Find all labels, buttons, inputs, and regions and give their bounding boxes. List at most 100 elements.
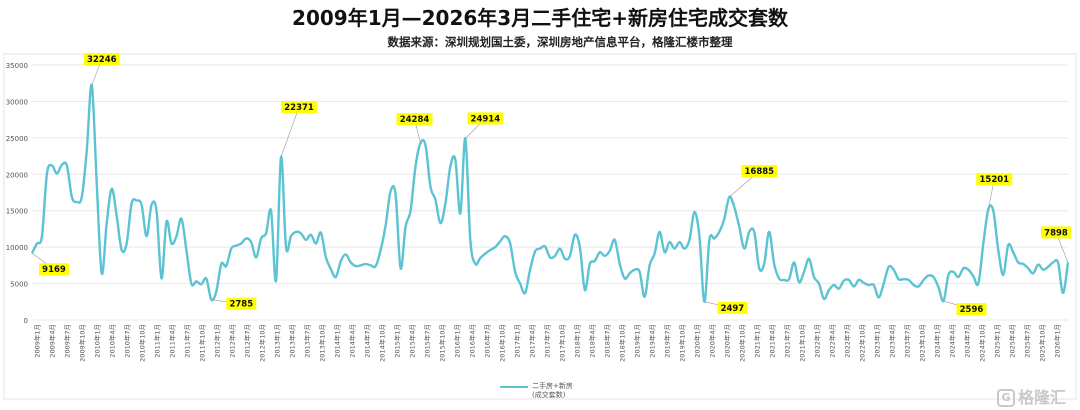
y-tick-label: 0 (24, 317, 28, 325)
annotation-label: 16885 (745, 167, 775, 177)
x-tick-label: 2020年1月 (693, 324, 702, 358)
watermark-text: 格隆汇 (1017, 388, 1066, 407)
watermark-logo: G 格隆汇 (996, 388, 1066, 407)
legend-sublabel: (成交套数) (532, 391, 566, 399)
x-tick-label: 2015年7月 (423, 324, 432, 358)
x-tick-label: 2021年4月 (768, 324, 777, 358)
annotation-box (1041, 226, 1071, 239)
annotation-label: 22371 (284, 103, 314, 113)
x-tick-label: 2014年7月 (363, 324, 372, 358)
x-tick-label: 2017年4月 (528, 324, 537, 358)
x-tick-label: 2013年10月 (318, 324, 327, 362)
annotation-box (281, 101, 318, 114)
x-tick-label: 2010年10月 (138, 324, 147, 362)
x-tick-label: 2011年4月 (168, 324, 177, 358)
x-tick-label: 2023年1月 (873, 324, 882, 358)
annotation-box (396, 113, 433, 126)
x-tick-label: 2024年10月 (978, 324, 987, 362)
x-tick-label: 2018年10月 (618, 324, 627, 362)
x-tick-label: 2012年7月 (243, 324, 252, 358)
x-tick-label: 2016年1月 (453, 324, 462, 358)
x-tick-label: 2020年7月 (723, 324, 732, 358)
x-tick-label: 2024年1月 (933, 324, 942, 358)
annotation-leader (280, 106, 300, 158)
chart-subtitle: 数据来源：深圳规划国土委，深圳房地产信息平台，格隆汇楼市整理 (387, 35, 733, 49)
x-tick-label: 2013年1月 (273, 324, 282, 358)
annotation-box (226, 297, 257, 310)
annotation-label: 32246 (87, 55, 117, 65)
x-tick-label: 2016年7月 (483, 324, 492, 358)
x-tick-label: 2017年10月 (558, 324, 567, 362)
annotation-label: 2596 (960, 305, 984, 315)
x-tick-label: 2010年7月 (123, 324, 132, 358)
annotation-label: 9169 (42, 265, 66, 275)
x-tick-label: 2017年7月 (543, 324, 552, 358)
x-tick-label: 2012年4月 (228, 324, 237, 358)
chart-title: 2009年1月—2026年3月二手住宅+新房住宅成交套数 (292, 6, 788, 30)
x-tick-label: 2025年4月 (1008, 324, 1017, 358)
annotation-box (976, 173, 1013, 186)
annotation-box (741, 164, 778, 177)
x-tick-label: 2009年7月 (63, 324, 72, 358)
x-tick-label: 2014年10月 (378, 324, 387, 362)
x-tick-label: 2011年7月 (183, 324, 192, 358)
annotation-label: 2785 (229, 300, 253, 310)
x-tick-label: 2020年10月 (738, 324, 747, 362)
x-tick-label: 2009年10月 (78, 324, 87, 362)
x-tick-label: 2023年10月 (918, 324, 927, 362)
y-tick-label: 35000 (6, 62, 28, 70)
annotation-box (956, 303, 987, 316)
x-tick-label: 2025年7月 (1023, 324, 1032, 358)
legend: 二手房+新房 (成交套数) (500, 382, 573, 400)
x-tick-label: 2013年4月 (288, 324, 297, 358)
x-tick-label: 2009年1月 (33, 324, 42, 358)
annotation-box (83, 53, 120, 66)
x-tick-label: 2024年7月 (963, 324, 972, 358)
series-line (30, 83, 1070, 304)
x-tick-label: 2022年7月 (843, 324, 852, 358)
legend-label: 二手房+新房 (532, 382, 573, 390)
annotation-label: 7898 (1044, 228, 1068, 238)
x-tick-label: 2014年1月 (333, 324, 342, 358)
annotation-box (467, 112, 504, 125)
plot-frame (3, 53, 1077, 400)
annotation-box (39, 263, 69, 276)
legend-swatch (500, 386, 528, 388)
annotation-label: 15201 (980, 175, 1010, 185)
y-tick-label: 30000 (6, 98, 28, 106)
y-tick-label: 15000 (6, 208, 28, 216)
y-tick-label: 25000 (6, 135, 28, 143)
annotation-box (717, 301, 748, 314)
x-tick-label: 2015年10月 (438, 324, 447, 362)
x-tick-label: 2020年4月 (708, 324, 717, 358)
x-tick-label: 2022年1月 (813, 324, 822, 358)
y-tick-label: 10000 (6, 244, 28, 252)
x-tick-label: 2016年4月 (468, 324, 477, 358)
annotation-label: 24914 (471, 114, 501, 124)
x-tick-label: 2019年4月 (648, 324, 657, 358)
x-tick-label: 2019年10月 (678, 324, 687, 362)
annotation-label: 2497 (721, 304, 745, 314)
x-tick-label: 2018年1月 (573, 324, 582, 358)
x-tick-label: 2009年4月 (48, 324, 57, 358)
x-tick-label: 2012年10月 (258, 324, 267, 362)
x-tick-label: 2021年7月 (783, 324, 792, 358)
x-tick-label: 2019年1月 (633, 324, 642, 358)
x-tick-label: 2014年4月 (348, 324, 357, 358)
x-tick-label: 2017年1月 (513, 324, 522, 358)
G-logo-icon: G (996, 389, 1015, 407)
x-tick-label: 2023年4月 (888, 324, 897, 358)
x-tick-label: 2022年10月 (858, 324, 867, 362)
annotation-label: 24284 (400, 115, 430, 125)
x-tick-label: 2023年7月 (903, 324, 912, 358)
x-tick-label: 2015年4月 (408, 324, 417, 358)
x-tick-label: 2018年7月 (603, 324, 612, 358)
x-tick-label: 2025年10月 (1038, 324, 1047, 362)
x-tick-label: 2010年4月 (108, 324, 117, 358)
x-tick-label: 2011年1月 (153, 324, 162, 358)
x-tick-label: 2021年1月 (753, 324, 762, 358)
x-tick-label: 2016年10月 (498, 324, 507, 362)
x-tick-label: 2024年4月 (948, 324, 957, 358)
x-tick-label: 2012年1月 (213, 324, 222, 358)
